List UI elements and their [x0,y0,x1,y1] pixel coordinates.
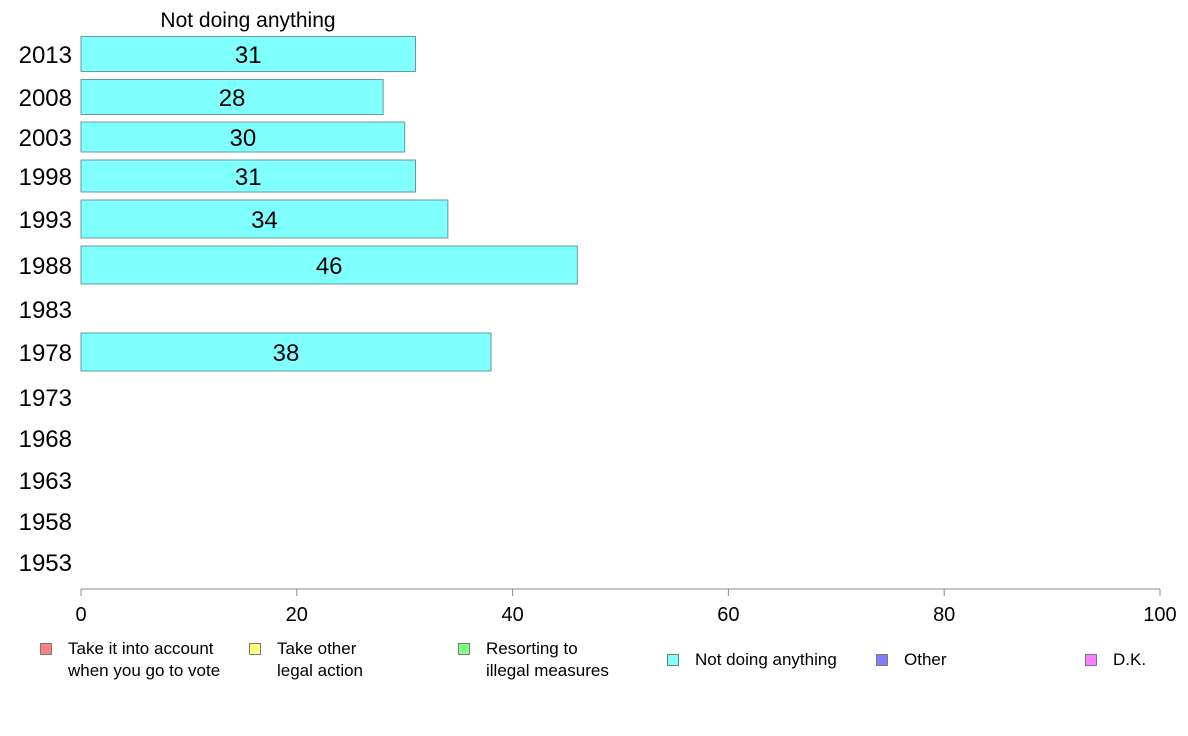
legend-label: D.K. [1113,650,1147,669]
legend-swatch [40,643,52,655]
x-tick-label: 60 [717,604,739,626]
legend-label: Resorting to illegal measures [486,639,609,680]
category-label: 1978 [19,340,72,367]
category-label: 1993 [19,207,72,234]
category-label: 1973 [19,385,72,412]
bar [80,159,416,193]
bar-value-label: 31 [235,42,262,69]
x-tick-label: 100 [1143,604,1176,626]
bar [80,199,449,239]
bar [80,332,492,372]
bar-value-label: 28 [219,85,246,112]
bar-value-label: 46 [316,253,343,280]
category-label: 1953 [19,550,72,577]
bar [80,79,384,115]
legend-label: Not doing anything [695,650,837,669]
bar-value-label: 34 [251,207,278,234]
legend-item: Take it into account when you go to vote [40,638,220,682]
legend-item: Take other legal action [249,638,363,682]
legend-swatch [1085,654,1097,666]
legend-swatch [667,654,679,666]
x-tick-label: 40 [501,604,523,626]
category-label: 1963 [19,468,72,495]
legend-swatch [458,643,470,655]
bar-value-label: 31 [235,164,262,191]
bar [80,36,416,72]
legend-label: Other [904,650,947,669]
category-label: 1958 [19,509,72,536]
legend-swatch [249,643,261,655]
bar-value-label: 30 [229,125,256,152]
category-label: 2008 [19,85,72,112]
chart-title: Not doing anything [160,9,335,32]
legend-item: Other [876,649,947,671]
category-label: 1988 [19,253,72,280]
x-tick-label: 80 [933,604,955,626]
bar-value-label: 38 [273,340,300,367]
x-tick-label: 20 [286,604,308,626]
category-label: 1983 [19,297,72,324]
legend: Take it into account when you go to vote… [0,636,1188,696]
legend-item: Not doing anything [667,649,837,671]
category-label: 1998 [19,164,72,191]
legend-item: D.K. [1085,649,1146,671]
category-label: 2003 [19,125,72,152]
legend-item: Resorting to illegal measures [458,638,609,682]
bar-chart: Not doing anything 2013 31 2008 28 2003 30 199… [19,9,1177,626]
category-label: 2013 [19,42,72,69]
legend-label: Take other legal action [277,639,364,680]
legend-swatch [876,654,888,666]
legend-label: Take it into account when you go to vote [68,639,221,680]
category-label: 1968 [19,426,72,453]
bar [80,245,578,285]
bar [80,121,406,153]
x-tick-label: 0 [75,604,86,626]
